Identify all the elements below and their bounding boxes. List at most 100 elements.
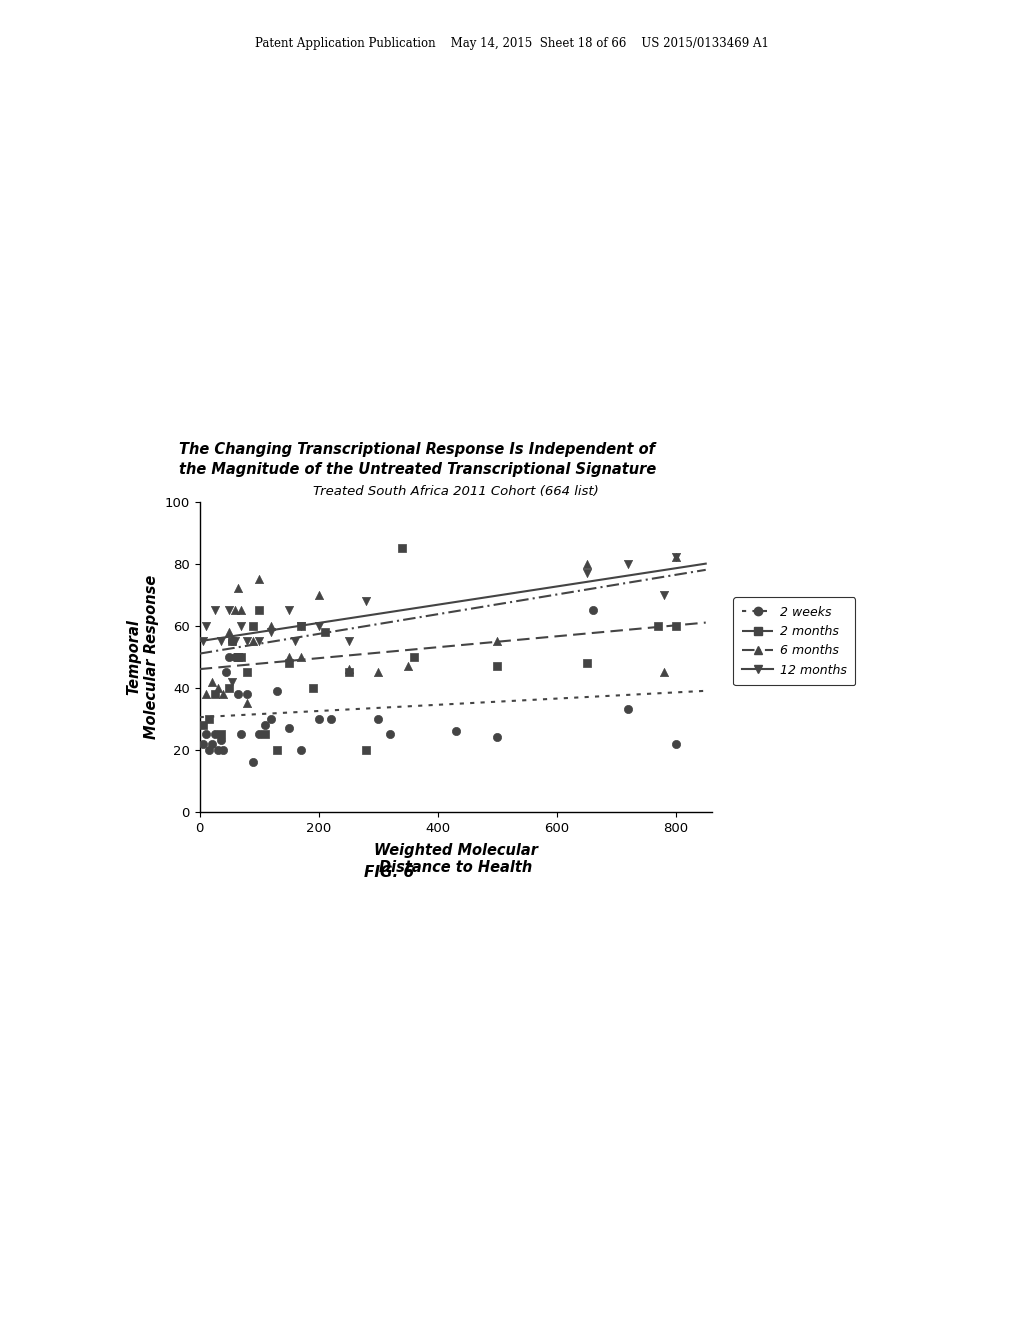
Point [293,647,309,668]
Text: FIG. 6: FIG. 6 [365,865,414,879]
Point [293,739,309,760]
Point [245,751,261,772]
Point [204,671,220,692]
Point [240,661,256,682]
Point [240,684,256,705]
Point [281,718,297,739]
Point [240,693,256,714]
Point [251,631,267,652]
Point [281,647,297,668]
Point [399,656,416,677]
Point [233,723,250,744]
Point [212,730,228,751]
Point [201,708,217,729]
Point [370,708,386,729]
Point [370,661,386,682]
Point [304,677,321,698]
Point [212,723,228,744]
Text: Patent Application Publication    May 14, 2015  Sheet 18 of 66    US 2015/013346: Patent Application Publication May 14, 2… [255,37,769,50]
Point [263,615,280,636]
Point [198,723,214,744]
Point [207,684,223,705]
Point [233,647,250,668]
Point [233,599,250,620]
Title: Treated South Africa 2011 Cohort (664 list): Treated South Africa 2011 Cohort (664 li… [312,484,599,498]
Point [227,599,244,620]
Point [323,708,339,729]
Point [215,684,231,705]
Point [245,615,261,636]
Point [212,631,228,652]
Point [251,723,267,744]
Text: The Changing Transcriptional Response Is Independent of
the Magnitude of the Unt: The Changing Transcriptional Response Is… [179,442,656,477]
Point [340,661,356,682]
Point [269,680,286,701]
Point [310,583,327,605]
Point [293,615,309,636]
Point [224,631,241,652]
Point [227,647,244,668]
Point [218,661,234,682]
Point [585,599,601,620]
Point [394,537,411,558]
Point [263,622,280,643]
Point [209,739,225,760]
Point [340,659,356,680]
Point [209,677,225,698]
Point [198,615,214,636]
Point [650,615,667,636]
Point [195,631,211,652]
Point [655,661,672,682]
Point [201,739,217,760]
Point [221,647,238,668]
Point [198,684,214,705]
Point [269,739,286,760]
Point [195,733,211,754]
Point [263,708,280,729]
Point [230,647,247,668]
Point [358,590,375,611]
Point [227,631,244,652]
Point [579,553,595,574]
Point [668,546,684,568]
Point [230,684,247,705]
Point [668,615,684,636]
Point [489,656,506,677]
Point [310,615,327,636]
X-axis label: Weighted Molecular
Distance to Health: Weighted Molecular Distance to Health [374,843,538,875]
Point [406,647,422,668]
Point [251,599,267,620]
Point [251,569,267,590]
Point [287,631,303,652]
Point [240,631,256,652]
Point [207,723,223,744]
Point [221,622,238,643]
Point [293,615,309,636]
Point [207,599,223,620]
Point [224,631,241,652]
Point [230,578,247,599]
Point [621,698,637,719]
Point [447,721,464,742]
Point [621,553,637,574]
Point [204,733,220,754]
Point [668,546,684,568]
Point [668,733,684,754]
Y-axis label: Temporal
Molecular Response: Temporal Molecular Response [127,574,159,739]
Legend: 2 weeks, 2 months, 6 months, 12 months: 2 weeks, 2 months, 6 months, 12 months [733,597,855,685]
Point [281,652,297,673]
Point [195,714,211,735]
Point [233,615,250,636]
Point [489,727,506,748]
Point [358,739,375,760]
Point [215,739,231,760]
Point [257,723,273,744]
Point [221,599,238,620]
Point [382,723,398,744]
Point [579,562,595,583]
Point [655,583,672,605]
Point [310,708,327,729]
Point [316,622,333,643]
Point [224,671,241,692]
Point [281,599,297,620]
